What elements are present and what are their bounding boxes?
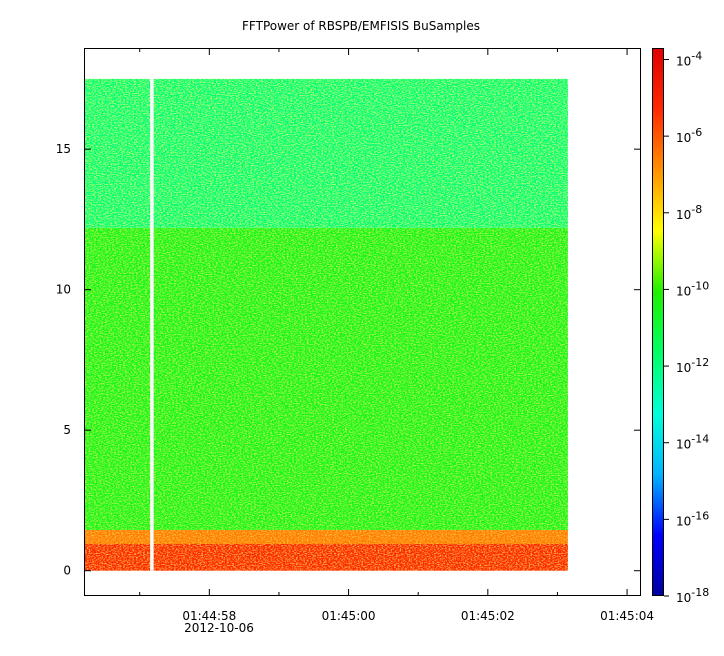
x-axis: 2012-10-06 01:44:58 01:45:00 01:45:02 01:45…	[139, 48, 654, 635]
plot-frame	[84, 48, 641, 596]
colorbar-frame	[652, 48, 664, 596]
colorbar-tick-label: 10-4	[676, 49, 702, 68]
data-gap	[150, 78, 154, 571]
heatmap-band	[84, 544, 568, 571]
colorbar-tick-label: 10-12	[676, 356, 709, 375]
x-tick-label: 01:45:02	[461, 609, 515, 623]
x-tick-label: 01:44:58	[182, 609, 236, 623]
chart-title: FFTPower of RBSPB/EMFISIS BuSamples	[242, 19, 480, 33]
colorbar-ticks: 10-4 10-6 10-8 10-10 10-12 10-14 10-16 10-18	[664, 49, 709, 605]
colorbar-tick-label: 10-10	[676, 279, 709, 298]
plot-area	[84, 48, 641, 596]
colorbar: 10-4 10-6 10-8 10-10 10-12 10-14 10-16 10-18	[652, 48, 709, 605]
x-date-label: 2012-10-06	[184, 621, 254, 635]
heatmap-band	[84, 78, 568, 228]
y-tick-label: 5	[63, 423, 71, 437]
y-tick-label: 10	[56, 283, 71, 297]
colorbar-tick-label: 10-6	[676, 126, 702, 145]
heatmap-layer	[84, 78, 568, 571]
y-tick-label: 0	[63, 564, 71, 578]
colorbar-tick-label: 10-16	[676, 509, 709, 528]
x-tick-label: 01:45:00	[322, 609, 376, 623]
y-axis: 0 5 10 15	[56, 142, 641, 578]
heatmap-band	[84, 529, 568, 545]
x-tick-label: 01:45:04	[600, 609, 654, 623]
y-tick-label: 15	[56, 142, 71, 156]
colorbar-tick-label: 10-18	[676, 586, 709, 605]
colorbar-tick-label: 10-14	[676, 433, 709, 452]
colorbar-gradient	[652, 48, 664, 596]
heatmap-band	[84, 227, 568, 530]
colorbar-tick-label: 10-8	[676, 203, 702, 222]
